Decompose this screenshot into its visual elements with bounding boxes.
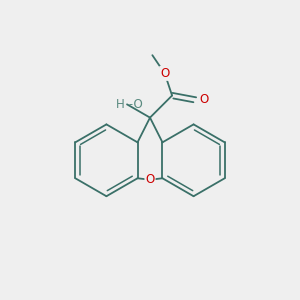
Text: -O: -O [125,98,142,111]
Text: O: O [199,93,208,106]
Text: H: H [116,98,125,111]
Text: O: O [160,67,169,80]
Text: O: O [146,173,154,186]
